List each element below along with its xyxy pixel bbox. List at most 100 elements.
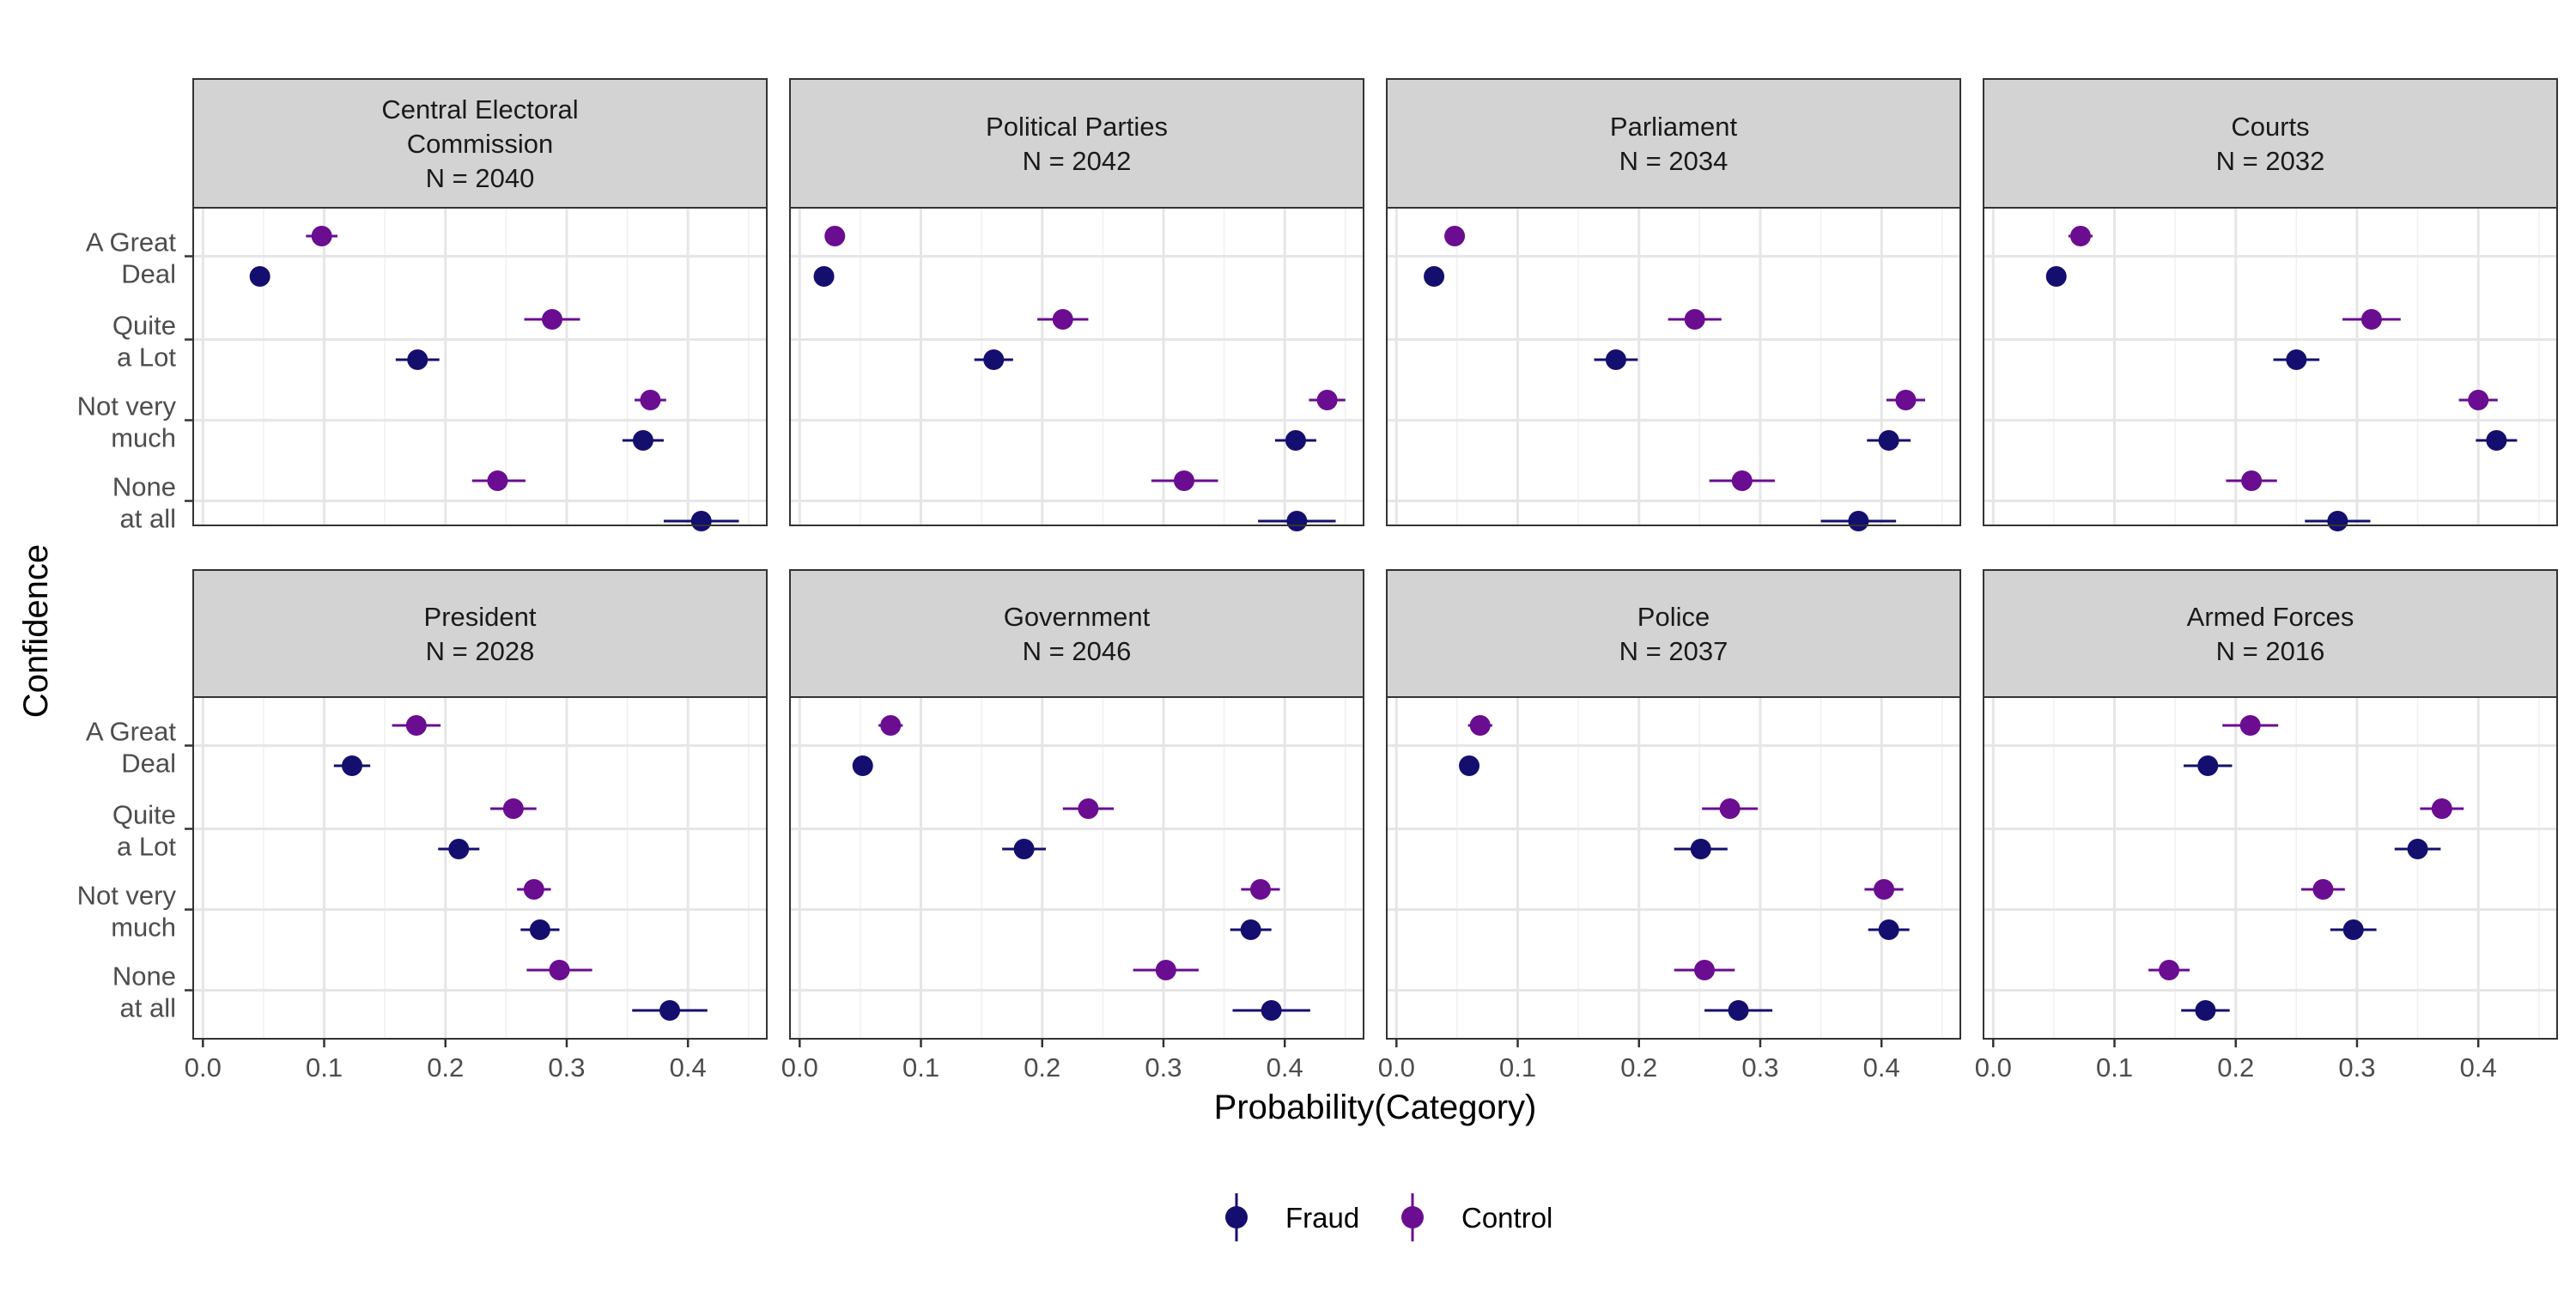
point-control (824, 226, 846, 246)
panel-background (193, 697, 767, 1039)
panel-title-line: Armed Forces (2187, 602, 2354, 632)
point-fraud (2195, 1000, 2216, 1021)
legend-label: Fraud (1285, 1202, 1359, 1234)
point-fraud (1459, 755, 1480, 776)
panel-border (1983, 207, 2558, 526)
y-tick-label: A Great (86, 717, 176, 747)
point-control (542, 309, 563, 330)
point-fraud (852, 755, 873, 776)
point-control (1874, 879, 1895, 900)
point-fraud (1286, 511, 1308, 531)
panel-title-line: Courts (2231, 112, 2309, 142)
x-tick-label: 0.1 (306, 1052, 343, 1083)
panel-1: Central Electoral Commission N = 2040 A Gre… (77, 78, 768, 534)
point-fraud (448, 839, 470, 859)
point-fraud (1240, 919, 1261, 940)
panel-strip (1983, 569, 2558, 698)
panel-background (1984, 208, 2557, 525)
y-tick-label: A Great (86, 227, 176, 258)
panel-strip (789, 569, 1364, 698)
panel-title-line: Political Parties (986, 112, 1168, 142)
y-tick-label: at all (120, 504, 176, 534)
point-control (1078, 798, 1099, 819)
point-control (311, 226, 332, 246)
point-control (1052, 309, 1073, 330)
panel-title-line: N = 2037 (1619, 636, 1728, 666)
y-tick-label: Not very (77, 391, 177, 422)
panel-border (1983, 696, 2558, 1040)
panel-8: Armed Forces N = 2016 0.0 0.1 0.2 0.3 0.4 (1975, 569, 2558, 1083)
y-tick-label: None (112, 961, 176, 992)
y-tick-label: a Lot (117, 832, 176, 862)
legend-key-point (1225, 1206, 1248, 1228)
point-control (2360, 309, 2382, 330)
point-control (1719, 798, 1741, 819)
x-tick-label: 0.4 (1267, 1052, 1303, 1083)
x-tick-label: 0.1 (1499, 1052, 1536, 1083)
point-fraud (342, 755, 363, 776)
point-fraud (2197, 755, 2219, 776)
point-fraud (983, 349, 1005, 370)
x-tick-label: 0.3 (1145, 1052, 1182, 1083)
panel-2: Political Parties N = 2042 (789, 78, 1364, 531)
point-fraud (1728, 1000, 1749, 1021)
point-fraud (2486, 430, 2507, 451)
x-tick-label: 0.2 (427, 1052, 464, 1083)
point-fraud (1878, 919, 1899, 940)
x-tick-label: 0.3 (2338, 1052, 2375, 1083)
x-tick-label: 0.0 (185, 1052, 222, 1083)
panel-background (790, 208, 1364, 525)
panel-title-line: N = 2042 (1023, 146, 1132, 176)
point-control (1444, 226, 1466, 246)
panel-6: Government N = 2046 0.0 0.1 0.2 0.3 0.4 (781, 569, 1364, 1083)
point-fraud (813, 266, 835, 287)
panel-border (192, 207, 768, 526)
point-control (1684, 309, 1705, 330)
legend-item-control: Control (1401, 1193, 1552, 1241)
panel-strip (789, 78, 1364, 209)
y-tick-label: a Lot (117, 343, 176, 373)
legend-key-point (1401, 1206, 1424, 1228)
panel-border (192, 696, 768, 1040)
x-tick-label: 0.0 (1975, 1052, 2012, 1083)
panel-strip (192, 78, 768, 209)
point-control (1155, 960, 1176, 980)
y-tick-label: Deal (121, 259, 176, 289)
point-fraud (2045, 266, 2067, 287)
panel-4: Courts N = 2032 (1983, 78, 2558, 531)
point-fraud (2327, 511, 2348, 531)
panel-background (790, 697, 1364, 1039)
y-tick-label: Quite (112, 311, 176, 341)
panel-strip (1983, 78, 2558, 209)
x-tick-label: 0.1 (902, 1052, 939, 1083)
point-control (2239, 715, 2261, 736)
point-control (2069, 226, 2091, 246)
point-fraud (2342, 919, 2364, 940)
point-fraud (249, 266, 270, 287)
panel-title-line: N = 2028 (426, 636, 535, 666)
x-tick-label: 0.2 (1620, 1052, 1657, 1083)
panel-title-line: N = 2032 (2216, 146, 2325, 176)
panel-border (789, 207, 1364, 526)
point-fraud (407, 349, 428, 370)
point-fraud (1424, 266, 1445, 287)
point-control (1895, 390, 1917, 410)
point-control (1173, 470, 1194, 491)
x-axis-title: Probability(Category) (1214, 1089, 1537, 1126)
point-control (2241, 470, 2263, 491)
point-control (1694, 960, 1716, 980)
point-fraud (1878, 430, 1899, 451)
point-fraud (690, 511, 712, 531)
panel-background (1387, 697, 1960, 1039)
point-control (1731, 470, 1753, 491)
x-tick-label: 0.0 (1378, 1052, 1415, 1083)
y-tick-label: Deal (121, 749, 176, 779)
point-fraud (632, 430, 653, 451)
panel-title-line: Central Electoral (381, 94, 578, 124)
panel-background (1387, 208, 1960, 525)
x-tick-label: 0.0 (781, 1052, 818, 1083)
legend-label: Control (1461, 1202, 1552, 1234)
point-control (2159, 960, 2180, 980)
